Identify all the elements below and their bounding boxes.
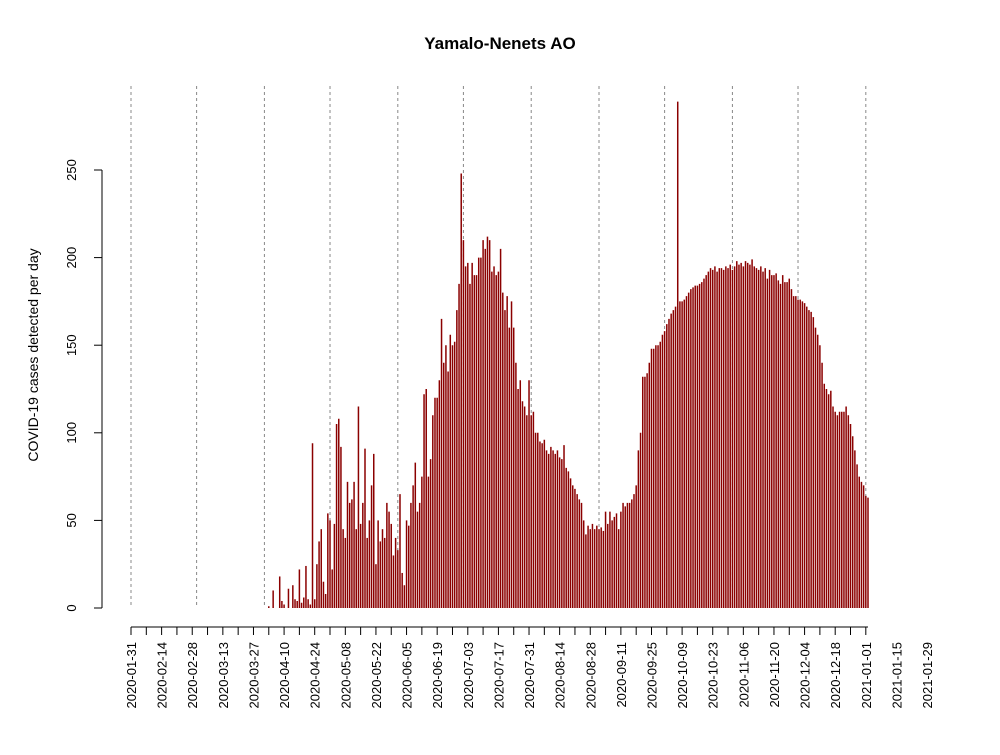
- x-tick-label: 2020-09-25: [644, 642, 659, 709]
- y-tick-label: 250: [64, 159, 79, 181]
- x-tick-label: 2020-07-17: [491, 642, 506, 709]
- y-axis-title: COVID-19 cases detected per day: [25, 248, 41, 461]
- y-tick-label: 150: [64, 334, 79, 356]
- x-tick-label: 2020-10-23: [706, 642, 721, 709]
- x-tick-label: 2020-10-09: [675, 642, 690, 709]
- chart-title: Yamalo-Nenets AO: [424, 34, 575, 53]
- x-tick-label: 2020-06-05: [400, 642, 415, 709]
- x-tick-label: 2020-12-04: [798, 642, 813, 709]
- x-tick-label: 2020-03-27: [246, 642, 261, 709]
- y-tick-label: 50: [64, 513, 79, 527]
- x-tick-label: 2020-07-03: [461, 642, 476, 709]
- x-tick-label: 2020-11-06: [736, 642, 751, 708]
- x-tick-label: 2021-01-15: [889, 642, 904, 709]
- x-tick-label: 2021-01-29: [920, 642, 935, 709]
- y-tick-label: 0: [64, 604, 79, 611]
- x-tick-label: 2020-11-20: [767, 642, 782, 708]
- x-tick-label: 2020-08-28: [583, 642, 598, 709]
- bars: [268, 101, 869, 608]
- x-tick-label: 2020-04-24: [308, 642, 323, 709]
- x-tick-label: 2020-12-18: [828, 642, 843, 709]
- x-tick-label: 2020-02-14: [155, 642, 170, 709]
- y-tick-label: 200: [64, 247, 79, 269]
- x-tick-label: 2020-01-31: [124, 642, 139, 709]
- x-tick-label: 2020-08-14: [553, 642, 568, 709]
- x-tick-label: 2020-06-19: [430, 642, 445, 709]
- x-tick-label: 2020-05-22: [369, 642, 384, 709]
- x-tick-label: 2020-02-28: [185, 642, 200, 709]
- y-tick-label: 100: [64, 422, 79, 444]
- axes: 0 50 100 150 200 250 2020-01-31 2020-02-14 2020-…: [64, 159, 935, 708]
- x-tick-label: 2020-07-31: [522, 642, 537, 709]
- x-tick-label: 2021-01-01: [859, 642, 874, 709]
- x-tick-label: 2020-09-11: [614, 642, 629, 708]
- x-tick-label: 2020-04-10: [277, 642, 292, 709]
- x-tick-label: 2020-03-13: [216, 642, 231, 709]
- x-tick-label: 2020-05-08: [338, 642, 353, 709]
